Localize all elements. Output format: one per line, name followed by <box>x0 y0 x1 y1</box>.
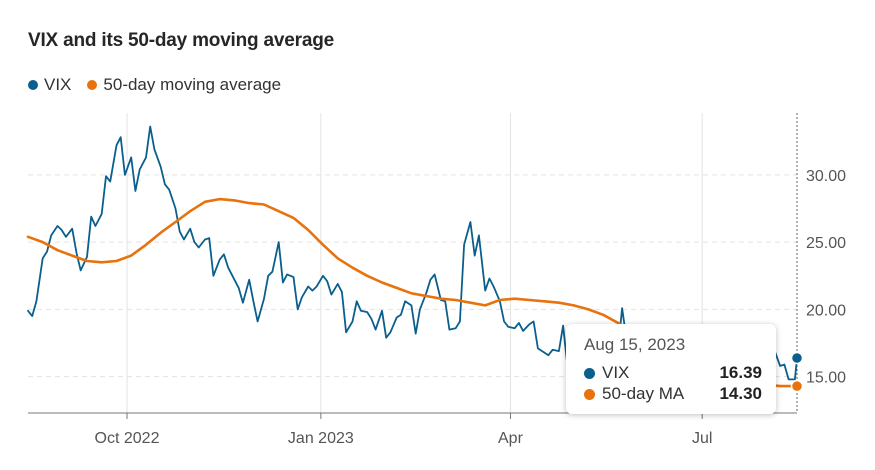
x-tick-label: Oct 2022 <box>95 430 160 447</box>
legend-ma-label: 50-day moving average <box>103 75 282 94</box>
y-tick-label: 20.00 <box>806 302 846 319</box>
tooltip-ma-value: 14.30 <box>719 384 762 403</box>
tooltip-ma-marker <box>584 388 595 400</box>
tooltip-row-vix: VIX 16.39 <box>584 363 762 383</box>
tooltip-vix-marker <box>584 367 595 379</box>
legend-vix-marker <box>28 80 38 90</box>
moving-average-hover-point <box>790 379 804 393</box>
tooltip-vix-label: VIX <box>602 363 630 382</box>
x-tick-label: Jul <box>692 430 712 447</box>
x-tick-label: Apr <box>498 430 524 447</box>
chart-legend: VIX 50-day moving average <box>28 75 297 95</box>
legend-item-vix[interactable]: VIX <box>28 75 71 95</box>
chart-title: VIX and its 50-day moving average <box>28 30 334 51</box>
x-tick-label: Jan 2023 <box>288 430 354 447</box>
tooltip-ma-label: 50-day MA <box>602 384 685 403</box>
hover-tooltip: Aug 15, 2023 VIX 16.39 50-day MA 14.30 <box>566 324 776 414</box>
y-tick-label: 25.00 <box>806 235 846 252</box>
legend-vix-label: VIX <box>44 75 72 94</box>
y-tick-label: 30.00 <box>806 168 846 185</box>
vix-hover-point <box>790 351 804 365</box>
tooltip-vix-value: 16.39 <box>719 363 762 382</box>
y-tick-label: 15.00 <box>806 370 846 387</box>
tooltip-date: Aug 15, 2023 <box>584 335 686 354</box>
legend-ma-marker <box>87 80 98 90</box>
legend-item-moving-average[interactable]: 50-day moving average <box>87 75 281 95</box>
tooltip-row-ma: 50-day MA 14.30 <box>584 384 762 404</box>
